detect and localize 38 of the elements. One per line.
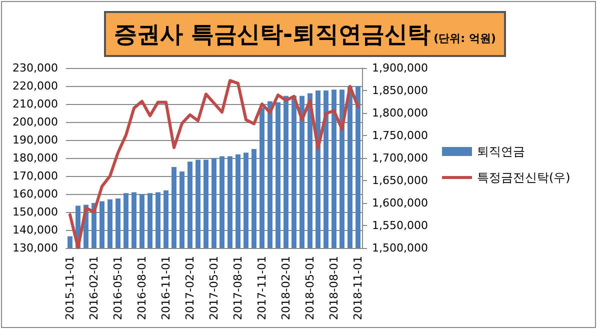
y2-tick-label: 1,700,000	[372, 152, 428, 164]
line-series	[68, 79, 360, 250]
x-tick-label: 2017-08-01	[232, 256, 244, 320]
y-tick-label: 130,000	[12, 242, 58, 254]
x-tick-label: 2018-05-01	[304, 256, 316, 320]
y-tick-label: 210,000	[12, 98, 58, 110]
x-tick-label: 2015-11-01	[64, 256, 76, 320]
legend-label: 퇴직연금	[477, 144, 525, 158]
y-tick-label: 220,000	[12, 80, 58, 92]
y2-tick-label: 1,850,000	[372, 84, 428, 97]
y-tick-label: 230,000	[12, 62, 58, 74]
x-tick-label: 2016-02-01	[88, 256, 100, 320]
y2-tick-label: 1,800,000	[372, 106, 428, 120]
y2-tick-label: 1,500,000	[372, 242, 428, 254]
y-tick-label: 190,000	[12, 134, 58, 146]
y-tick-label: 140,000	[12, 224, 58, 236]
y-tick-label: 150,000	[12, 206, 58, 218]
y-tick-label: 200,000	[12, 116, 58, 128]
y2-tick-label: 1,550,000	[372, 219, 428, 232]
legend-label: 특정금전신탁(우)	[477, 170, 570, 184]
x-tick-label: 2018-11-01	[352, 256, 364, 320]
x-tick-label: 2017-11-01	[256, 256, 268, 320]
y2-tick-label: 1,750,000	[372, 129, 428, 142]
x-tick-label: 2016-08-01	[136, 256, 148, 320]
x-tick-label: 2017-02-01	[184, 256, 196, 320]
x-tick-label: 2017-05-01	[208, 256, 220, 320]
x-tick-label: 2016-11-01	[160, 256, 172, 320]
y-tick-label: 180,000	[12, 152, 58, 164]
y2-tick-label: 1,900,000	[372, 62, 428, 74]
x-tick-label: 2018-02-01	[280, 256, 292, 320]
y-tick-label: 170,000	[12, 170, 58, 182]
chart-title: 증권사 특금신탁-퇴직연금신탁	[114, 20, 431, 50]
x-tick-label: 2018-08-01	[328, 256, 340, 320]
y-tick-label: 160,000	[12, 188, 58, 200]
y2-tick-label: 1,650,000	[372, 174, 428, 187]
x-tick-label: 2016-05-01	[112, 256, 124, 320]
y2-tick-label: 1,600,000	[372, 196, 428, 210]
text: (단위: 억원)	[434, 30, 496, 46]
